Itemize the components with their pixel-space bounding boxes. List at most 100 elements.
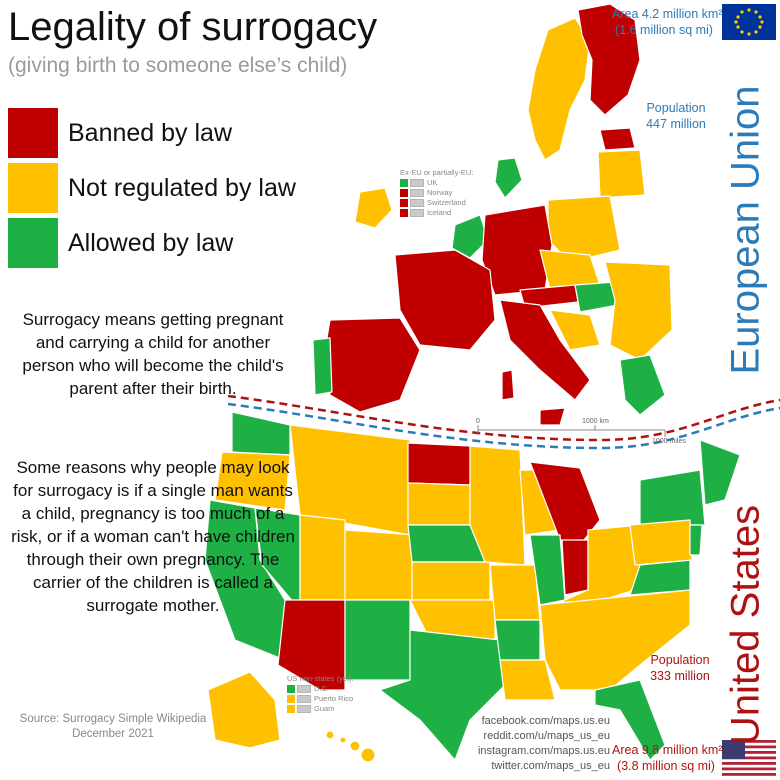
us-map (204, 411, 741, 763)
region-alaska (207, 671, 281, 749)
legend-item-not-regulated: Not regulated by law (8, 163, 296, 213)
region-italy (499, 299, 591, 401)
region-arkansas (494, 619, 541, 661)
region-louisiana (499, 659, 556, 701)
eu-area-km: Area 4.2 million km² (612, 7, 723, 21)
region-washington (231, 411, 291, 456)
region-croatia (549, 309, 601, 351)
region-utah (299, 514, 346, 601)
ex-eu-item-label: UK (427, 178, 438, 187)
region-indiana (561, 539, 589, 596)
region-missouri (489, 564, 541, 621)
us-nonstate-label: Puerto Rico (314, 694, 354, 703)
region-new-york (639, 469, 706, 526)
legend-swatch-banned (8, 108, 58, 158)
ex-eu-item-label: Norway (427, 188, 453, 197)
source-note: Source: Surrogacy Simple Wikipedia Decem… (8, 712, 218, 742)
region-sicily (539, 407, 566, 426)
ex-eu-item: UK (400, 178, 473, 187)
region-finland (577, 3, 641, 116)
us-area-km: Area 9.8 million km² (612, 743, 723, 757)
flag-icon (410, 178, 424, 187)
us-name: United States (723, 504, 768, 746)
legend-item-allowed: Allowed by law (8, 218, 233, 268)
social-link-reddit[interactable]: reddit.com/u/maps_us_eu (483, 730, 610, 742)
us-nonstate-label: Guam (314, 704, 335, 713)
region-estonia (599, 127, 636, 151)
region-benelux (451, 214, 489, 259)
ex-eu-item-label: Iceland (427, 208, 452, 217)
us-area: Area 9.8 million km² (3.8 million sq mi) (612, 742, 723, 774)
region-baltics (597, 149, 646, 199)
us-nonstate-item: D.C. (287, 684, 354, 693)
legend-item-banned: Banned by law (8, 108, 232, 158)
us-population-value: 333 million (650, 669, 710, 683)
region-new-mexico (344, 599, 411, 681)
flag-icon (297, 684, 311, 693)
region-arizona (277, 599, 346, 691)
region-hawaii (325, 730, 376, 763)
region-portugal (312, 337, 333, 396)
legend-swatch-not-regulated (8, 163, 58, 213)
ex-eu-legend: Ex-EU or partially-EU: UK Norway Switzer… (400, 168, 473, 217)
region-sardinia (501, 369, 515, 401)
us-nonstate-item: Puerto Rico (287, 694, 354, 703)
social-link-facebook[interactable]: facebook.com/maps.us.eu (481, 715, 610, 727)
us-area-mi: (3.8 million sq mi) (617, 759, 715, 773)
scale-km-label: 1000 km (582, 418, 609, 425)
flag-icon (297, 704, 311, 713)
region-new-jersey (689, 524, 703, 556)
region-ireland (354, 187, 393, 229)
eu-population-label: Population (646, 101, 706, 115)
region-france (394, 249, 496, 351)
source-date: December 2021 (72, 728, 154, 740)
region-new-england (699, 439, 741, 506)
eu-population: Population 447 million (636, 100, 716, 132)
us-flag-icon (722, 740, 776, 776)
region-minnesota (469, 445, 526, 566)
us-population-label: Population (650, 653, 710, 667)
legend-label-not-regulated: Not regulated by law (68, 173, 296, 202)
region-kansas (411, 561, 491, 601)
region-sweden (527, 17, 591, 161)
reasons-paragraph: Some reasons why people may look for sur… (11, 458, 295, 615)
social-links: facebook.com/maps.us.eu reddit.com/u/map… (470, 714, 610, 774)
us-nonstate-label: D.C. (314, 684, 329, 693)
flag-icon (410, 208, 424, 217)
flag-icon (297, 694, 311, 703)
region-romania (604, 261, 673, 361)
region-florida (594, 679, 666, 761)
legend-label-allowed: Allowed by law (68, 228, 234, 257)
ex-eu-item: Norway (400, 188, 473, 197)
region-oregon (214, 451, 291, 511)
ex-eu-item: Iceland (400, 208, 473, 217)
ex-eu-item-label: Switzerland (427, 198, 466, 207)
us-nonstate-item: Guam (287, 704, 354, 713)
region-colorado (344, 529, 416, 601)
us-population: Population 333 million (640, 652, 720, 684)
us-nonstates-legend-title: US non-states (yet): (287, 674, 354, 683)
social-link-instagram[interactable]: instagram.com/maps.us.eu (477, 745, 610, 757)
region-denmark (494, 157, 523, 199)
source-line: Source: Surrogacy Simple Wikipedia (19, 713, 207, 725)
ex-eu-legend-title: Ex-EU or partially-EU: (400, 168, 474, 177)
separator-lines (227, 394, 780, 450)
region-north-dakota (407, 442, 471, 486)
us-vertical-label: United States (716, 480, 776, 770)
eu-flag-icon (722, 4, 776, 40)
definition-paragraph: Surrogacy means getting pregnant and car… (22, 310, 284, 398)
eu-vertical-label: European Union (716, 85, 776, 374)
region-pennsylvania (629, 519, 693, 566)
eu-name: European Union (723, 85, 768, 375)
page-title: Legality of surrogacy (8, 5, 378, 49)
eu-area-mi: (1.6 million sq mi) (615, 23, 713, 37)
flag-icon (410, 198, 424, 207)
ex-eu-item: Switzerland (400, 198, 473, 207)
social-link-twitter[interactable]: twitter.com/maps_us_eu (491, 760, 610, 772)
scale-miles-label: 1000 miles (652, 438, 686, 445)
region-south-dakota (407, 482, 471, 526)
eu-area: Area 4.2 million km² (1.6 million sq mi) (612, 6, 723, 38)
us-nonstates-legend: US non-states (yet): D.C. Puerto Rico Gu… (287, 674, 354, 713)
eu-population-value: 447 million (646, 117, 706, 131)
